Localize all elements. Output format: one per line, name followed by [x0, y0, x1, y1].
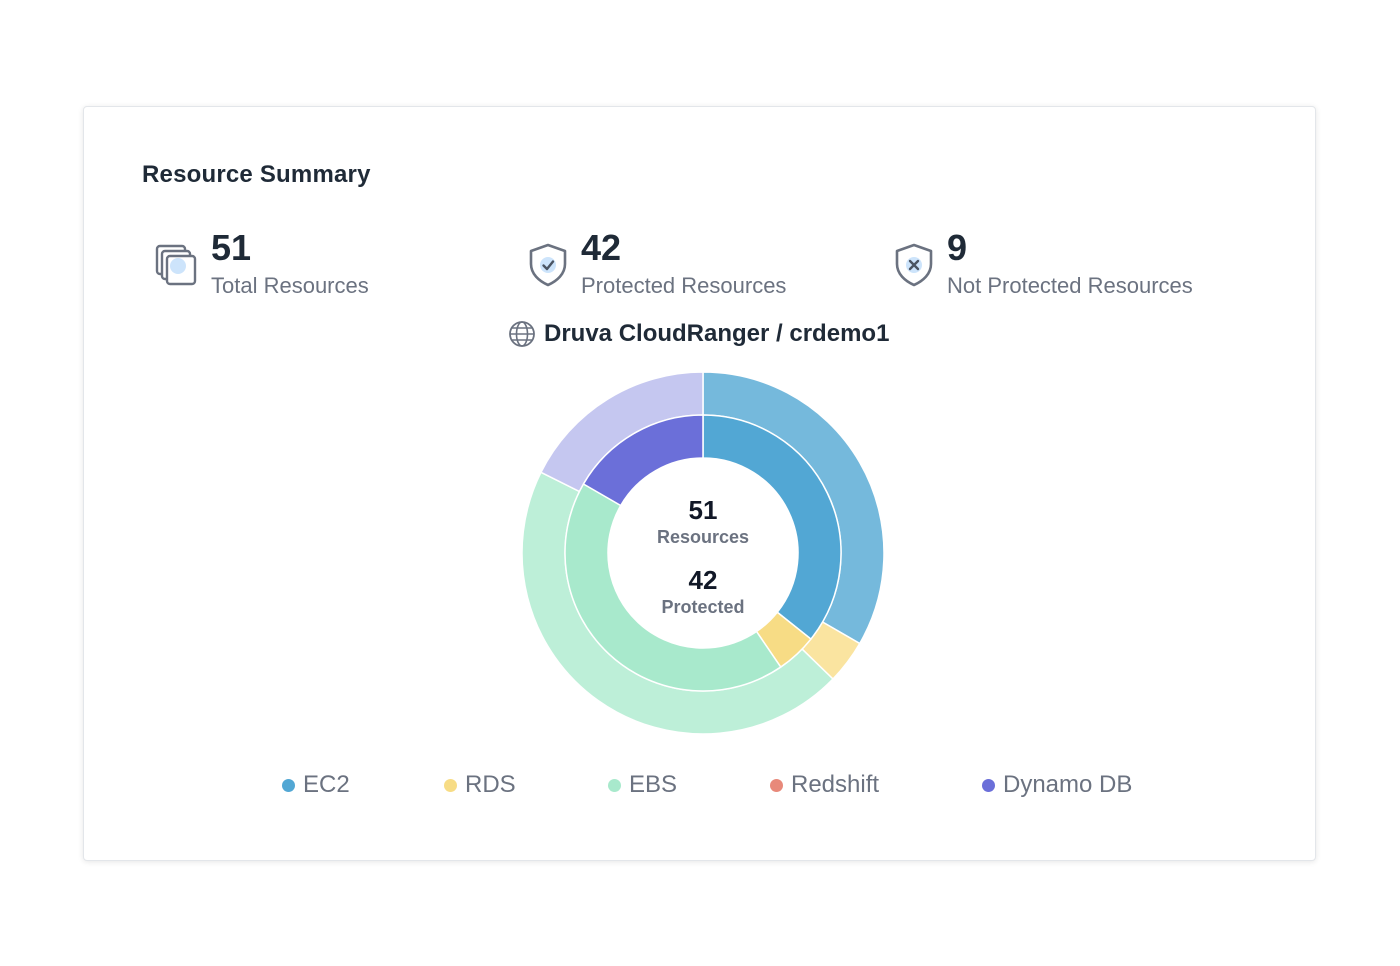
legend-dot-dynamo-db	[982, 778, 995, 792]
protected-resources-label: Protected Resources	[581, 273, 787, 298]
inner-slice-ec2[interactable]	[702, 414, 842, 641]
legend-label: EC2	[303, 771, 350, 798]
center-total-value: 51	[689, 495, 718, 525]
legend-item-dynamo-db[interactable]: Dynamo DB	[982, 771, 1132, 799]
legend-label: Redshift	[791, 771, 880, 798]
legend-item-redshift[interactable]: Redshift	[770, 771, 879, 799]
inner-slice-ebs[interactable]	[564, 482, 782, 692]
legend-label: Dynamo DB	[1003, 771, 1133, 798]
resource-summary-card: Resource Summary 51 Total Resources 42 P…	[83, 106, 1316, 861]
resource-donut-chart: 51 Resources 42 Protected	[84, 107, 1317, 862]
legend-dot-rds	[444, 778, 457, 792]
account-header: Druva CloudRanger / crdemo1	[508, 319, 889, 349]
legend-item-ebs[interactable]: EBS	[608, 771, 677, 799]
legend-item-ec2[interactable]: EC2	[282, 771, 350, 799]
stacked-copies-icon	[155, 244, 197, 286]
globe-icon	[509, 321, 535, 347]
account-name: Druva CloudRanger / crdemo1	[544, 320, 890, 347]
legend-dot-ebs	[608, 778, 621, 792]
chart-legend: EC2 RDS EBS Redshift Dynamo DB	[84, 771, 1317, 805]
legend-dot-ec2	[282, 778, 295, 792]
center-protected-value: 42	[689, 565, 718, 595]
legend-label: RDS	[465, 771, 516, 798]
stat-total-resources: 51 Total Resources	[154, 227, 454, 307]
protected-resources-value: 42	[581, 227, 622, 268]
stat-protected-resources: 42 Protected Resources	[524, 227, 844, 307]
center-protected-label: Protected	[661, 597, 744, 617]
not-protected-resources-value: 9	[947, 227, 968, 268]
total-resources-label: Total Resources	[211, 273, 369, 298]
shield-check-icon	[529, 243, 567, 287]
shield-x-icon	[895, 243, 933, 287]
legend-label: EBS	[629, 771, 678, 798]
inner-slice-dynamo-db[interactable]	[582, 414, 704, 507]
card-title: Resource Summary	[142, 161, 371, 188]
stat-not-protected-resources: 9 Not Protected Resources	[890, 227, 1250, 307]
center-total-label: Resources	[657, 527, 749, 547]
not-protected-resources-label: Not Protected Resources	[947, 273, 1193, 298]
legend-item-rds[interactable]: RDS	[444, 771, 516, 799]
legend-dot-redshift	[770, 778, 783, 792]
total-resources-value: 51	[211, 227, 252, 268]
